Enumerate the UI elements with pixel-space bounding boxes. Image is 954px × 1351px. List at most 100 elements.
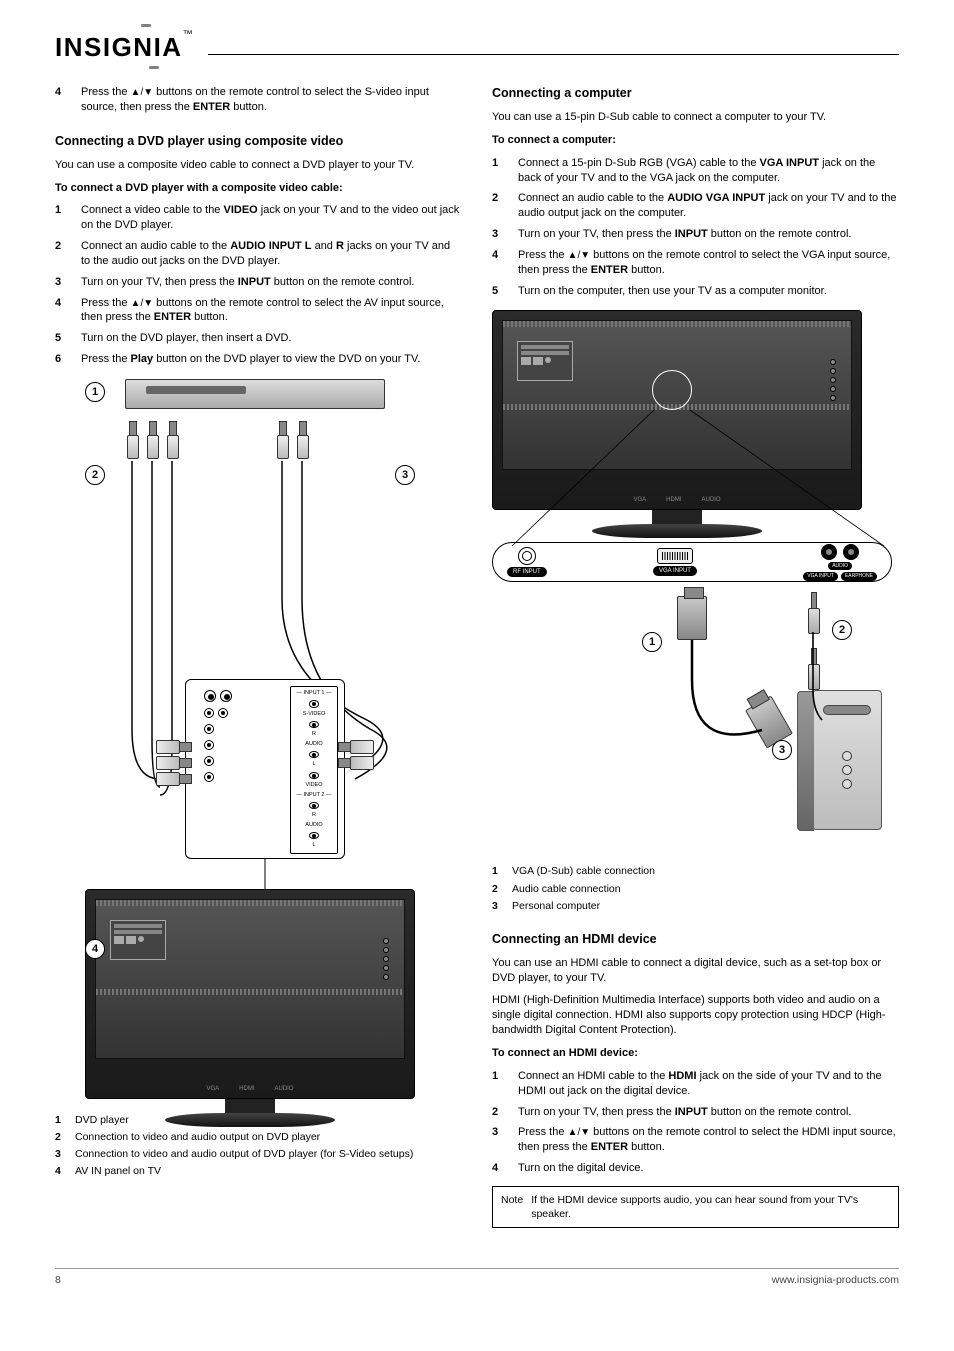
- step-text: Press the buttons on the remote control …: [81, 85, 462, 115]
- rca-jack-icon: [218, 708, 228, 718]
- audio-miniplug-icon: [808, 592, 818, 632]
- figure-legend: 1VGA (D-Sub) cable connection 2Audio cab…: [492, 864, 899, 913]
- vga-port-icon: [657, 548, 693, 564]
- rca-jack-icon: [204, 724, 214, 734]
- step-row: 4 Press the buttons on the remote contro…: [492, 248, 899, 278]
- rca-plug-group-left: [125, 421, 179, 461]
- step-number: 4: [55, 296, 71, 326]
- brand-name: INSIGNIA: [55, 32, 183, 62]
- rf-port-group: RF INPUT: [507, 547, 547, 577]
- callout-3: 3: [772, 740, 792, 760]
- rca-jack-icon: [204, 772, 214, 782]
- rca-plug-group-right: [275, 421, 309, 461]
- legend-row: 4AV IN panel on TV: [55, 1164, 462, 1178]
- rca-plug: [165, 421, 179, 461]
- rca-jack-icon: [204, 756, 214, 766]
- step-text: Connect an audio cable to the AUDIO VGA …: [518, 191, 899, 221]
- panel-label: S-VIDEO: [303, 712, 326, 718]
- page-footer: 8 www.insignia-products.com: [55, 1268, 899, 1287]
- rca-jack-icon: [309, 700, 319, 707]
- step-text: Turn on the computer, then use your TV a…: [518, 284, 899, 299]
- note-text: If the HDMI device supports audio, you c…: [531, 1193, 890, 1221]
- panel-label: L: [312, 843, 315, 849]
- step-number: 3: [492, 1125, 508, 1155]
- step-text: Turn on your TV, then press the INPUT bu…: [81, 275, 462, 290]
- port-label: VGA INPUT: [653, 566, 697, 576]
- up-down-icon: [131, 86, 154, 100]
- panel-left-jacks: [204, 690, 232, 782]
- legend-row: 2Connection to video and audio output on…: [55, 1130, 462, 1144]
- plug-horiz: [338, 740, 374, 752]
- audio-miniplug-icon: [808, 648, 818, 688]
- paragraph: You can use a composite video cable to c…: [55, 158, 462, 173]
- panel-label: R: [312, 732, 316, 738]
- step-number: 3: [55, 275, 71, 290]
- section-heading: Connecting a DVD player using composite …: [55, 133, 462, 150]
- up-down-icon: [131, 297, 154, 311]
- step-text: Turn on your TV, then press the INPUT bu…: [518, 1105, 899, 1120]
- step-row: 3 Press the buttons on the remote contro…: [492, 1125, 899, 1155]
- left-column: 4 Press the buttons on the remote contro…: [55, 85, 462, 1238]
- panel-label: R: [312, 813, 316, 819]
- audio-jack-icon: [821, 544, 837, 560]
- panel-label: — INPUT 2 —: [296, 793, 331, 799]
- figure-dvd-connection: 1 2 3: [55, 379, 462, 1099]
- step-row: 1 Connect a video cable to the VIDEO jac…: [55, 203, 462, 233]
- plug-horiz: [156, 772, 192, 784]
- svideo-jack-icon: [204, 690, 216, 702]
- lead-in: To connect an HDMI device:: [492, 1046, 899, 1061]
- callout-3: 3: [395, 465, 415, 485]
- step-text: Connect an audio cable to the AUDIO INPU…: [81, 239, 462, 269]
- rca-plug: [145, 421, 159, 461]
- callout-2: 2: [85, 465, 105, 485]
- legend-row: 3Connection to video and audio output of…: [55, 1147, 462, 1161]
- paragraph: You can use an HDMI cable to connect a d…: [492, 956, 899, 986]
- section-heading: Connecting a computer: [492, 85, 899, 102]
- step-row: 3 Turn on your TV, then press the INPUT …: [55, 275, 462, 290]
- callout-2: 2: [832, 620, 852, 640]
- plug-horiz: [156, 740, 192, 752]
- step-number: 4: [492, 1161, 508, 1176]
- legend-row: 3Personal computer: [492, 899, 899, 913]
- right-column: Connecting a computer You can use a 15-p…: [492, 85, 899, 1238]
- step-row: 6 Press the Play button on the DVD playe…: [55, 352, 462, 367]
- step-number: 1: [492, 156, 508, 186]
- lead-in: To connect a DVD player with a composite…: [55, 181, 462, 196]
- pc-front-ports: [842, 751, 852, 789]
- panel-label-column: — INPUT 1 — S-VIDEO R AUDIO L VIDEO — IN…: [290, 686, 338, 854]
- dvd-tray: [146, 386, 246, 394]
- rca-jack-icon: [204, 708, 214, 718]
- vga-plug-icon: [677, 596, 707, 640]
- port-label: VGA INPUT: [803, 572, 838, 581]
- pc-drive-bay: [823, 705, 871, 715]
- step-text: Connect a 15-pin D-Sub RGB (VGA) cable t…: [518, 156, 899, 186]
- paragraph: You can use a 15-pin D-Sub cable to conn…: [492, 110, 899, 125]
- port-label: AUDIO: [828, 562, 852, 571]
- step-number: 2: [492, 1105, 508, 1120]
- panel-label: AUDIO: [305, 823, 322, 829]
- plug-horiz: [156, 756, 192, 768]
- dvd-player: [125, 379, 385, 409]
- rca-jack-icon: [309, 802, 319, 809]
- step-number: 2: [55, 239, 71, 269]
- svideo-jack-icon: [220, 690, 232, 702]
- step-text: Turn on the digital device.: [518, 1161, 899, 1176]
- rca-plug: [125, 421, 139, 461]
- step-number: 1: [55, 203, 71, 233]
- brand-tm: ™: [183, 29, 195, 40]
- tv-rear-port-strip: RF INPUT VGA INPUT AUDIO: [492, 542, 892, 582]
- step-row: 4 Turn on the digital device.: [492, 1161, 899, 1176]
- step-row: 4 Press the buttons on the remote contro…: [55, 296, 462, 326]
- audio-jack-icon: [843, 544, 859, 560]
- plug-group-into-panel-right: [338, 740, 374, 772]
- step-text: Press the Play button on the DVD player …: [81, 352, 462, 367]
- paragraph: HDMI (High-Definition Multimedia Interfa…: [492, 993, 899, 1038]
- audio-port-group: AUDIO VGA INPUT EARPHONE: [803, 544, 877, 582]
- tv-onscreen-menu: [517, 341, 573, 381]
- panel-label: L: [312, 762, 315, 768]
- section-heading: Connecting an HDMI device: [492, 931, 899, 948]
- step-number: 3: [492, 227, 508, 242]
- two-column-layout: 4 Press the buttons on the remote contro…: [55, 85, 899, 1238]
- tv-side-ports: [377, 919, 395, 999]
- note-box: Note If the HDMI device supports audio, …: [492, 1186, 899, 1228]
